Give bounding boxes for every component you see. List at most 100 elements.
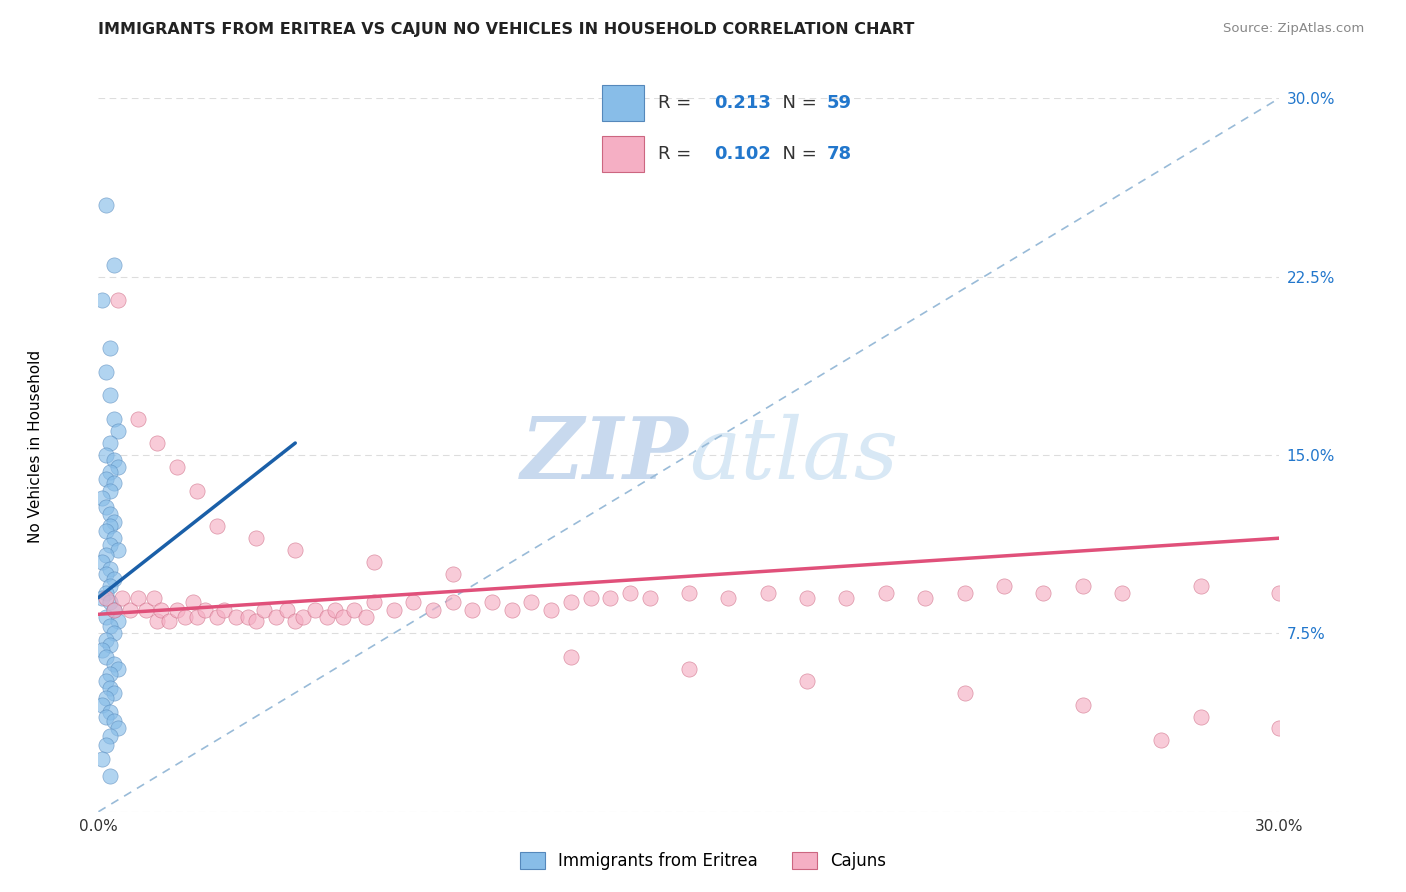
Point [245, 615, 267, 629]
Text: 78: 78 [827, 145, 852, 162]
Point [107, 722, 129, 736]
Point [993, 579, 1015, 593]
Point [96, 500, 118, 515]
Point [756, 586, 779, 600]
Point [292, 609, 315, 624]
Point [111, 591, 134, 605]
Point [619, 586, 641, 600]
Point [91, 752, 114, 766]
Point [520, 595, 543, 609]
Point [1268, 586, 1291, 600]
Point [717, 591, 740, 605]
Point [107, 459, 129, 474]
Point [96, 566, 118, 581]
Text: R =: R = [658, 94, 697, 112]
Point [323, 602, 346, 616]
Point [363, 595, 385, 609]
Text: 0.102: 0.102 [714, 145, 772, 162]
Point [264, 609, 287, 624]
Point [96, 586, 118, 600]
Point [354, 609, 377, 624]
Point [98, 769, 121, 783]
Text: 59: 59 [827, 94, 852, 112]
Text: N =: N = [770, 94, 823, 112]
Point [98, 595, 121, 609]
FancyBboxPatch shape [602, 86, 644, 121]
Point [540, 602, 562, 616]
Point [1071, 698, 1094, 712]
Point [501, 602, 523, 616]
Point [103, 602, 125, 616]
Point [214, 602, 236, 616]
Point [1150, 733, 1173, 747]
Point [98, 705, 121, 719]
Point [166, 602, 188, 616]
Point [205, 519, 228, 533]
Point [363, 555, 385, 569]
Point [1189, 579, 1212, 593]
Point [91, 555, 114, 569]
Point [1032, 586, 1054, 600]
Point [103, 626, 125, 640]
Point [1268, 722, 1291, 736]
Point [461, 602, 484, 616]
Point [96, 650, 118, 665]
Point [91, 293, 114, 308]
Point [107, 662, 129, 676]
Point [315, 609, 337, 624]
Text: atlas: atlas [689, 414, 898, 496]
Point [481, 595, 503, 609]
Point [107, 615, 129, 629]
Point [96, 365, 118, 379]
Point [103, 572, 125, 586]
Point [276, 602, 298, 616]
Point [96, 591, 118, 605]
Point [103, 714, 125, 729]
Point [835, 591, 858, 605]
Point [186, 483, 208, 498]
Point [205, 609, 228, 624]
Text: ZIP: ZIP [522, 413, 689, 497]
Point [103, 452, 125, 467]
Point [166, 459, 188, 474]
Point [382, 602, 405, 616]
Point [96, 738, 118, 752]
Point [96, 524, 118, 538]
Point [422, 602, 444, 616]
Point [638, 591, 661, 605]
Point [98, 538, 121, 552]
Point [181, 595, 204, 609]
Point [150, 602, 173, 616]
Text: R =: R = [658, 145, 697, 162]
Legend: Immigrants from Eritrea, Cajuns: Immigrants from Eritrea, Cajuns [513, 845, 893, 877]
Point [953, 686, 976, 700]
Point [107, 543, 129, 558]
Point [103, 657, 125, 672]
Text: 0.213: 0.213 [714, 94, 772, 112]
Point [91, 591, 114, 605]
Point [98, 388, 121, 402]
Point [914, 591, 936, 605]
Point [127, 591, 149, 605]
Point [96, 548, 118, 562]
Point [142, 591, 165, 605]
Point [91, 643, 114, 657]
Point [599, 591, 621, 605]
Point [284, 543, 307, 558]
Text: Source: ZipAtlas.com: Source: ZipAtlas.com [1223, 22, 1364, 36]
Point [103, 515, 125, 529]
Point [135, 602, 157, 616]
Point [560, 595, 582, 609]
Point [284, 615, 307, 629]
Point [1111, 586, 1133, 600]
Point [107, 293, 129, 308]
Point [332, 609, 354, 624]
Point [96, 690, 118, 705]
Point [98, 729, 121, 743]
Point [96, 198, 118, 212]
Point [441, 595, 464, 609]
Point [96, 472, 118, 486]
Point [96, 609, 118, 624]
Point [146, 436, 169, 450]
Text: N =: N = [770, 145, 823, 162]
